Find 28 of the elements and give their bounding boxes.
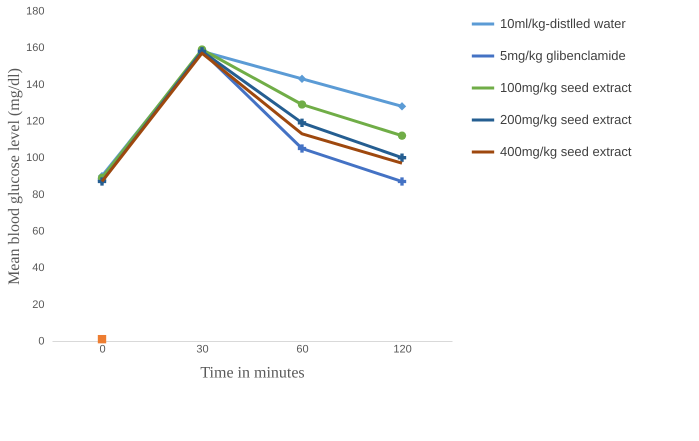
legend-label: 10ml/kg-distlled water	[500, 16, 626, 31]
y-tick-label: 140	[26, 78, 44, 91]
y-tick-label: 160	[26, 42, 44, 54]
point	[398, 102, 406, 111]
point	[98, 334, 106, 344]
point	[298, 118, 306, 128]
y-tick-label: 0	[38, 336, 44, 348]
legend-label: 200mg/kg seed extract	[500, 112, 632, 127]
x-axis-title: Time in minutes	[200, 364, 305, 382]
legend-label: 5mg/kg glibenclamide	[500, 48, 626, 63]
y-tick-label: 100	[26, 152, 44, 164]
y-tick-label: 80	[32, 188, 44, 201]
y-tick-label: 20	[32, 298, 44, 311]
point	[298, 74, 306, 84]
y-axis-title: Mean blood glucose level (mg/dl)	[6, 68, 24, 285]
legend-label: 400mg/kg seed extract	[500, 144, 632, 159]
point	[298, 100, 306, 109]
y-tick-label: 120	[26, 116, 44, 128]
point	[398, 153, 406, 162]
x-tick-label: 60	[296, 344, 309, 356]
y-tick-label: 180	[26, 6, 44, 18]
x-tick-label: 30	[196, 344, 209, 356]
x-tick-label: 0	[99, 344, 106, 356]
y-tick-label: 60	[32, 226, 44, 238]
legend-label: 100mg/kg seed extract	[500, 80, 632, 95]
point	[398, 131, 406, 140]
y-tick-label: 40	[32, 262, 44, 274]
x-tick-label: 120	[393, 344, 412, 356]
